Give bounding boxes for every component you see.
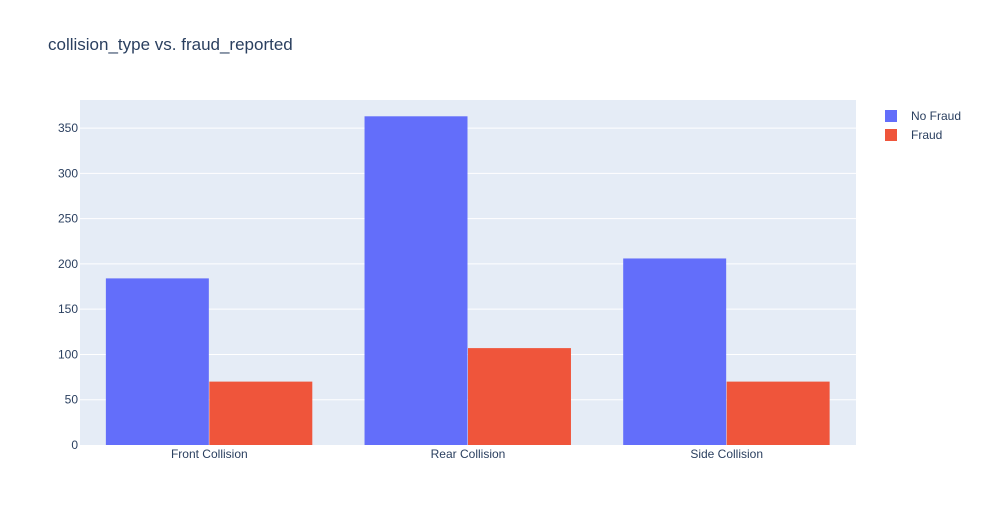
- bar-no-fraud-front-collision[interactable]: [105, 278, 209, 445]
- y-tick-label-50: 50: [65, 393, 79, 407]
- y-tick-label-100: 100: [58, 347, 78, 361]
- bar-fraud-front-collision[interactable]: [209, 381, 313, 445]
- bar-fraud-rear-collision[interactable]: [468, 348, 571, 445]
- legend-item-fraud[interactable]: Fraud: [885, 125, 961, 144]
- y-tick-label-250: 250: [58, 212, 78, 226]
- legend-swatch-no-fraud: [885, 109, 897, 122]
- legend: No Fraud Fraud: [885, 106, 961, 144]
- bar-fraud-side-collision[interactable]: [726, 381, 830, 445]
- y-tick-label-300: 300: [58, 166, 78, 180]
- y-tick-label-200: 200: [58, 257, 78, 271]
- legend-swatch-fraud: [885, 128, 897, 141]
- x-tick-label-front-collision: Front Collision: [171, 447, 248, 461]
- x-tick-label-side-collision: Side Collision: [690, 447, 763, 461]
- legend-label-fraud: Fraud: [911, 127, 943, 142]
- chart-title: collision_type vs. fraud_reported: [48, 35, 293, 54]
- legend-label-no-fraud: No Fraud: [911, 108, 962, 123]
- y-tick-label-0: 0: [71, 438, 78, 452]
- x-tick-label-rear-collision: Rear Collision: [431, 447, 506, 461]
- y-tick-label-350: 350: [58, 121, 78, 135]
- bar-no-fraud-rear-collision[interactable]: [364, 116, 468, 446]
- bar-no-fraud-side-collision[interactable]: [623, 258, 727, 445]
- y-tick-label-150: 150: [58, 302, 78, 316]
- legend-item-no-fraud[interactable]: No Fraud: [885, 106, 961, 125]
